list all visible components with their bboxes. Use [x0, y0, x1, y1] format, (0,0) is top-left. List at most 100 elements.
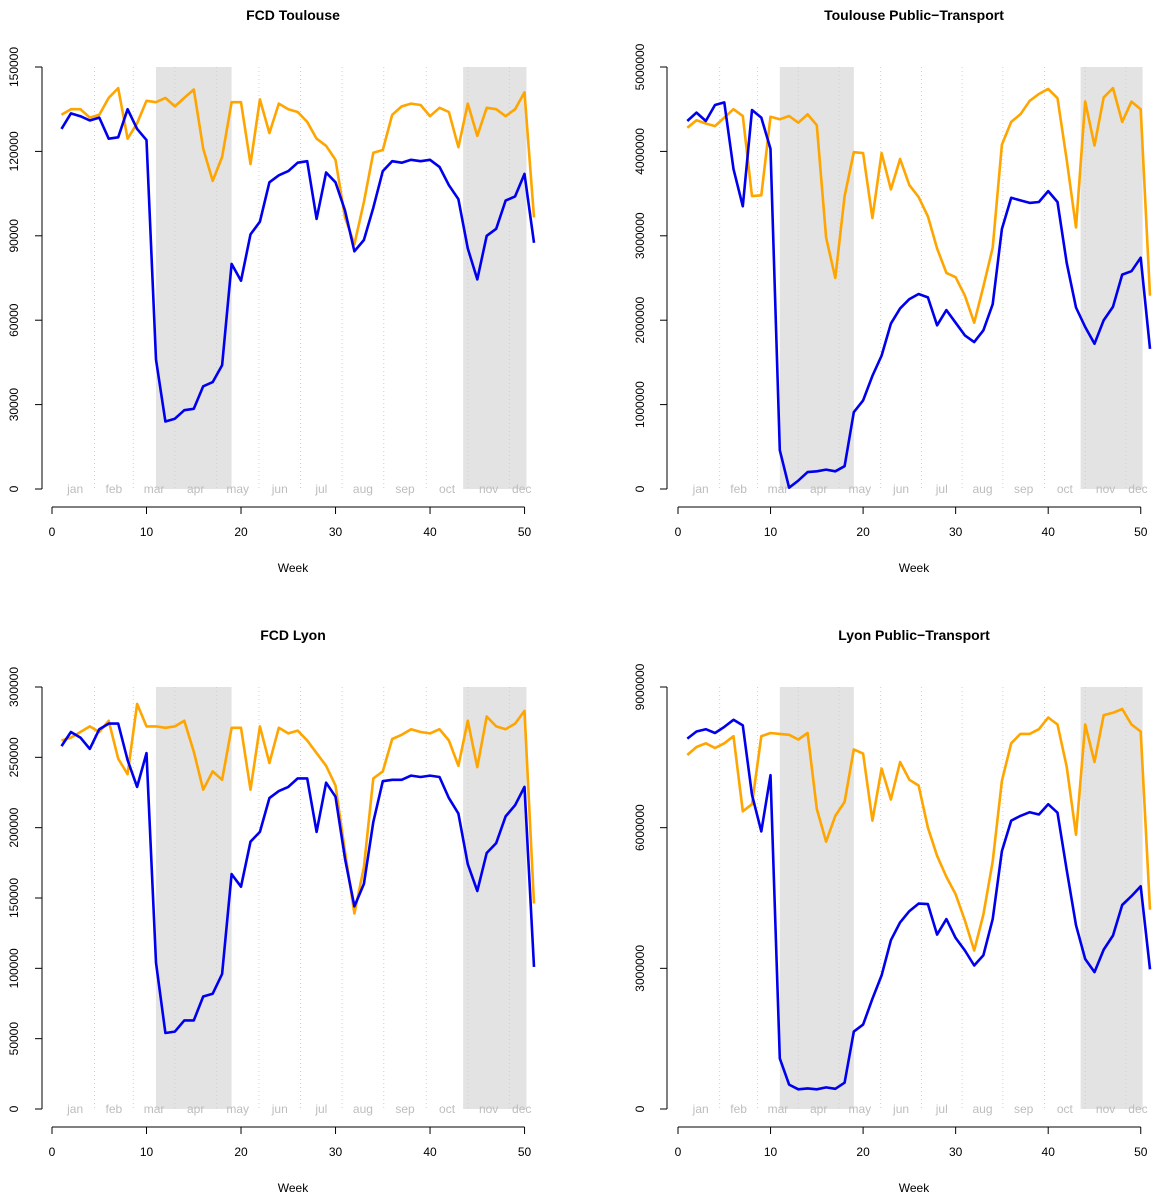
shaded-period-1	[463, 687, 527, 1109]
x-tick-label: 10	[764, 1145, 778, 1159]
x-tick-label: 0	[49, 525, 56, 539]
x-tick-label: 50	[518, 1145, 532, 1159]
x-axis-label: Week	[899, 1181, 930, 1195]
shaded-period-1	[463, 67, 527, 489]
x-tick-label: 40	[1042, 525, 1056, 539]
y-tick-label: 30000	[7, 388, 21, 422]
x-tick-label: 30	[949, 1145, 963, 1159]
month-label: dec	[1128, 482, 1147, 496]
x-tick-label: 30	[329, 1145, 343, 1159]
month-label: sep	[1014, 482, 1034, 496]
x-tick-label: 20	[234, 1145, 248, 1159]
x-tick-label: 20	[234, 525, 248, 539]
series-line-blue	[60, 722, 536, 1035]
y-tick-label: 90000	[7, 219, 21, 253]
month-label: sep	[395, 1102, 415, 1116]
y-tick-label: 250000	[7, 737, 21, 777]
y-tick-label: 120000	[7, 131, 21, 171]
month-label: sep	[1014, 1102, 1034, 1116]
month-label: feb	[730, 1102, 747, 1116]
month-label: mar	[144, 1102, 165, 1116]
month-label: oct	[439, 1102, 456, 1116]
x-axis-label: Week	[899, 561, 930, 575]
shaded-period-0	[779, 687, 854, 1109]
shaded-period-1	[1080, 687, 1143, 1109]
series-line-blue	[686, 101, 1152, 490]
series-line-blue	[686, 718, 1152, 1091]
month-label: dec	[1128, 1102, 1147, 1116]
month-label: may	[226, 482, 249, 496]
y-tick-label: 60000	[7, 303, 21, 337]
month-label: mar	[768, 1102, 789, 1116]
chart-title: FCD Toulouse	[246, 7, 340, 23]
x-tick-label: 50	[518, 525, 532, 539]
month-label: sep	[395, 482, 415, 496]
series-line-blue	[60, 107, 536, 423]
month-label: jul	[935, 1102, 948, 1116]
x-tick-label: 30	[949, 525, 963, 539]
month-label: jun	[892, 482, 909, 496]
x-tick-label: 40	[1042, 1145, 1056, 1159]
y-tick-label: 0	[633, 1105, 647, 1112]
month-label: jun	[271, 482, 288, 496]
x-axis-label: Week	[278, 561, 309, 575]
month-label: jan	[66, 482, 83, 496]
y-tick-label: 0	[7, 1105, 21, 1112]
month-label: aug	[353, 1102, 373, 1116]
y-tick-label: 2000000	[633, 297, 647, 344]
month-label: mar	[768, 482, 789, 496]
month-label: oct	[1057, 1102, 1074, 1116]
month-label: aug	[972, 1102, 992, 1116]
month-label: nov	[479, 1102, 498, 1116]
month-label: jan	[692, 482, 709, 496]
y-tick-label: 300000	[7, 667, 21, 707]
month-label: may	[849, 1102, 872, 1116]
shaded-period-0	[155, 687, 232, 1109]
x-axis-label: Week	[278, 1181, 309, 1195]
y-tick-label: 4000000	[633, 128, 647, 175]
y-tick-label: 200000	[7, 807, 21, 847]
chart-title: Lyon Public−Transport	[838, 627, 990, 643]
y-tick-label: 0	[633, 485, 647, 492]
month-label: dec	[512, 482, 531, 496]
x-tick-label: 30	[329, 525, 343, 539]
series-line-orange	[60, 86, 536, 246]
panel-fcd-lyon: jan feb mar apr may jun jul aug sep oct nov dec0500…	[7, 627, 536, 1195]
month-label: may	[849, 482, 872, 496]
y-tick-label: 6000000	[633, 804, 647, 851]
y-tick-label: 50000	[7, 1022, 21, 1056]
x-tick-label: 40	[423, 1145, 437, 1159]
month-label: nov	[1096, 482, 1115, 496]
month-label: dec	[512, 1102, 531, 1116]
month-label: jul	[314, 482, 327, 496]
chart-title: Toulouse Public−Transport	[824, 7, 1004, 23]
y-tick-label: 3000000	[633, 212, 647, 259]
month-label: jun	[892, 1102, 909, 1116]
month-label: jun	[271, 1102, 288, 1116]
x-tick-label: 10	[140, 1145, 154, 1159]
month-label: feb	[106, 482, 123, 496]
panel-fcd-toulouse: jan feb mar apr may jun jul aug sep oct nov dec0300…	[7, 7, 536, 575]
y-tick-label: 3000000	[633, 945, 647, 992]
y-tick-label: 150000	[7, 47, 21, 87]
month-label: feb	[106, 1102, 123, 1116]
x-tick-label: 20	[856, 1145, 870, 1159]
x-tick-label: 50	[1134, 525, 1148, 539]
month-label: apr	[187, 1102, 204, 1116]
month-label: aug	[353, 482, 373, 496]
month-label: jan	[692, 1102, 709, 1116]
x-tick-label: 0	[675, 525, 682, 539]
month-label: apr	[187, 482, 204, 496]
series-line-orange	[686, 707, 1152, 952]
month-label: jul	[314, 1102, 327, 1116]
month-label: jul	[935, 482, 948, 496]
y-tick-label: 0	[7, 485, 21, 492]
shaded-period-1	[1080, 67, 1143, 489]
month-label: apr	[810, 482, 827, 496]
panel-lyon-public-transport: jan feb mar apr may jun jul aug sep oct nov dec0300…	[633, 627, 1152, 1195]
month-label: mar	[144, 482, 165, 496]
x-tick-label: 10	[764, 525, 778, 539]
shaded-period-0	[155, 67, 232, 489]
month-label: feb	[730, 482, 747, 496]
